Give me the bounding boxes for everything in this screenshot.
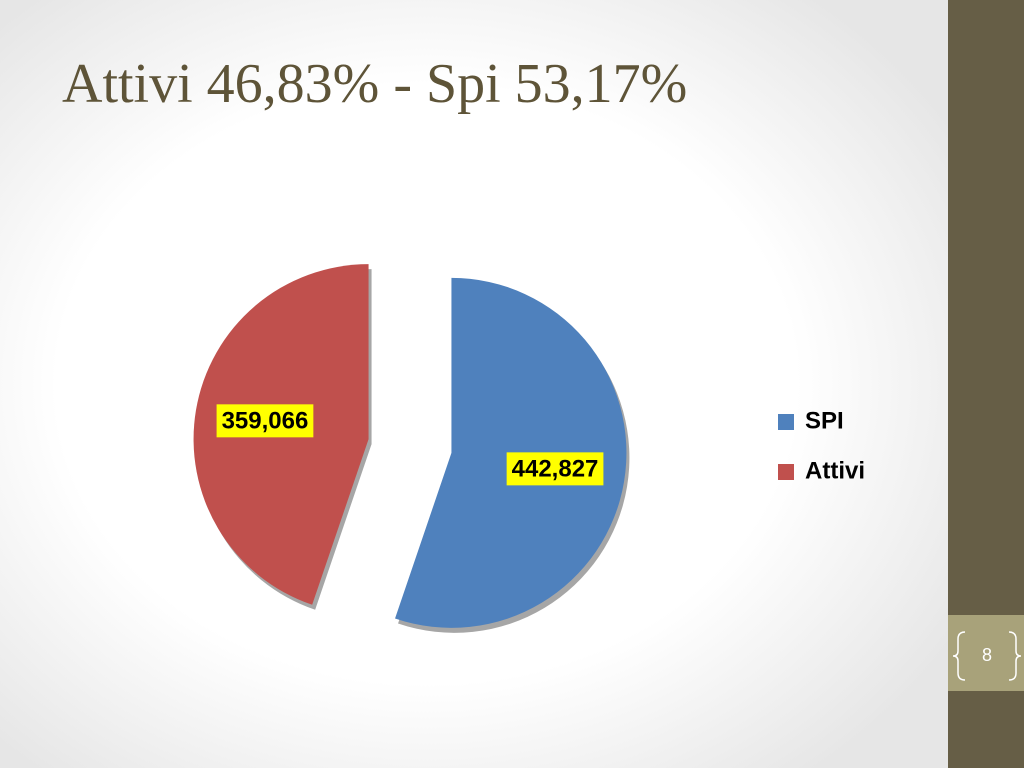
legend: SPI Attivi: [778, 407, 865, 484]
pie: 442,827 359,066: [193, 264, 630, 633]
data-label-bg: [216, 404, 314, 438]
legend-label: Attivi: [805, 457, 865, 484]
slide-number-brackets: [952, 631, 1022, 681]
slide-number: 8: [982, 645, 992, 665]
data-label: 359,066: [222, 407, 309, 434]
legend-swatch: [778, 464, 794, 480]
legend-swatch: [778, 414, 794, 430]
chart-title: Attivi 46,83% - Spi 53,17%: [62, 53, 687, 115]
data-label-bg: [506, 452, 604, 486]
legend-label: SPI: [805, 407, 844, 434]
data-label: 442,827: [512, 455, 599, 482]
